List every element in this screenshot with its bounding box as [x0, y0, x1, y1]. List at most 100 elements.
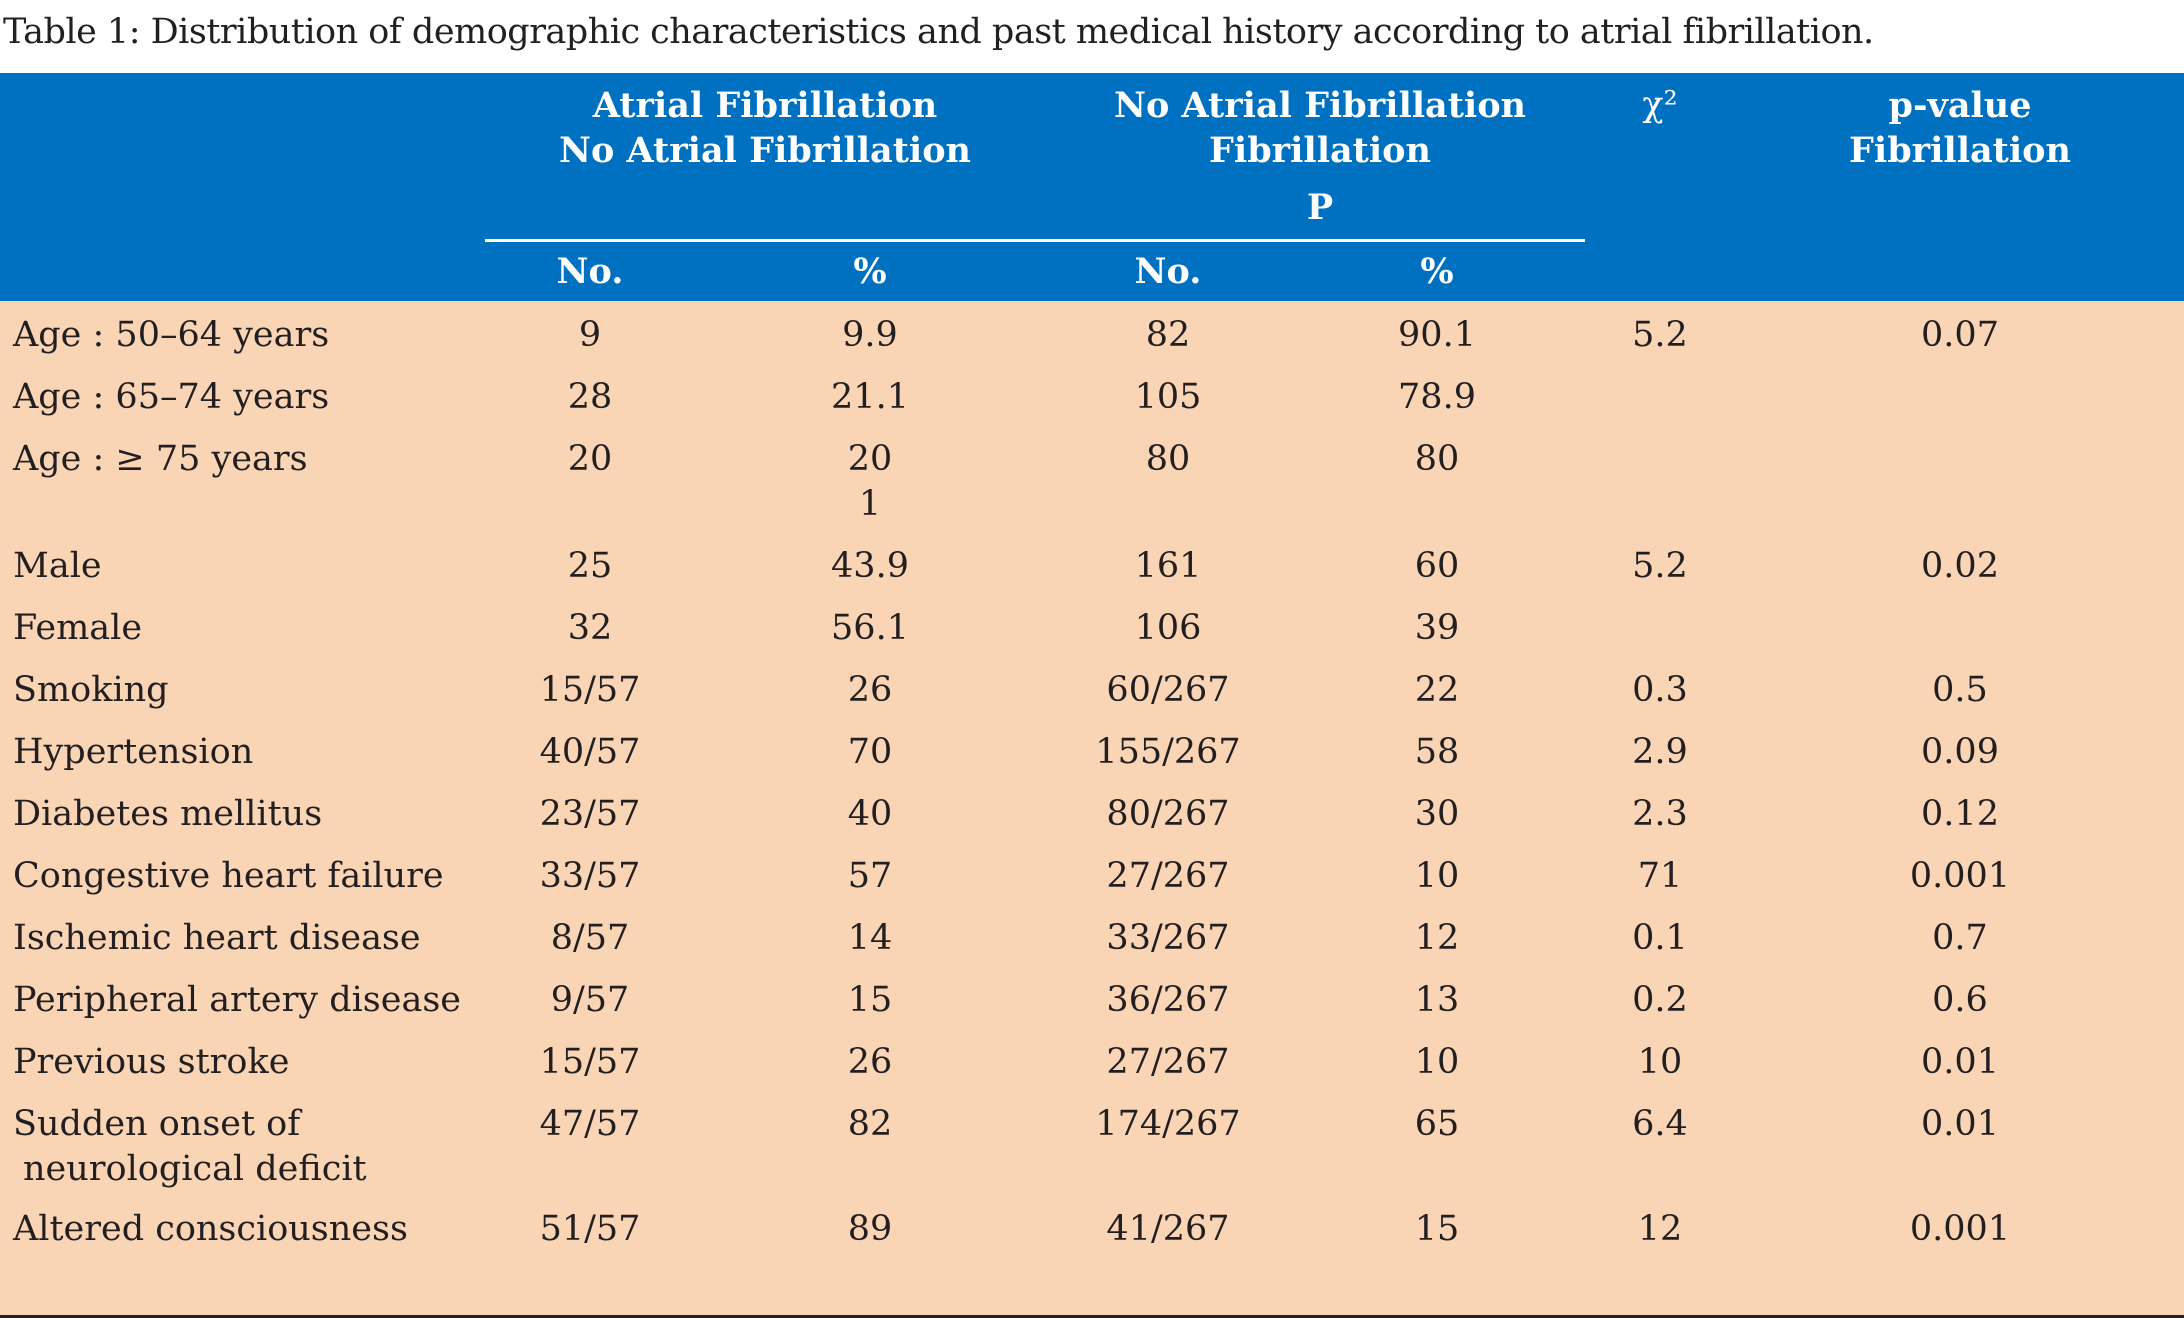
header-naf-no: No.	[1134, 251, 1202, 292]
af-count: 15/57	[539, 1042, 641, 1082]
chi-square-value: 5.2	[1632, 546, 1688, 586]
header-group-af: Atrial Fibrillation No Atrial Fibrillati…	[485, 83, 1045, 173]
p-value: 0.001	[1909, 856, 2011, 896]
header-divider	[485, 239, 1585, 242]
header-group-af-line2: No Atrial Fibrillation	[558, 130, 971, 171]
af-percent: 89	[847, 1209, 893, 1249]
af-count: 9	[578, 315, 602, 355]
no-af-percent: 39	[1414, 608, 1460, 648]
p-value: 0.07	[1921, 315, 1999, 355]
no-af-count: 155/267	[1095, 732, 1241, 772]
af-percent: 20 1	[720, 437, 1020, 527]
header-group-naf: No Atrial Fibrillation Fibrillation P	[1060, 83, 1580, 230]
no-af-count: 60/267	[1106, 670, 1230, 710]
p-value: 0.5	[1932, 670, 1988, 710]
row-label: Sudden onset of neurological deficit	[13, 1102, 367, 1192]
p-value: 0.12	[1921, 794, 1999, 834]
no-af-percent: 13	[1414, 980, 1460, 1020]
row-label-line1: Sudden onset of	[13, 1104, 301, 1144]
header-p-value: p-value Fibrillation	[1800, 83, 2120, 173]
no-af-percent: 58	[1414, 732, 1460, 772]
row-label: Age : 50–64 years	[13, 315, 330, 355]
af-percent: 26	[847, 670, 893, 710]
row-label: Hypertension	[13, 732, 254, 772]
no-af-count: 27/267	[1106, 1042, 1230, 1082]
header-naf-pct: %	[1420, 251, 1454, 292]
row-label: Ischemic heart disease	[13, 918, 421, 958]
af-percent: 40	[847, 794, 893, 834]
af-percent: 9.9	[842, 315, 898, 355]
no-af-percent: 60	[1414, 546, 1460, 586]
af-count: 25	[567, 546, 613, 586]
header-af-pct: %	[853, 251, 887, 292]
no-af-count: 161	[1134, 546, 1202, 586]
chi-square-value: 5.2	[1632, 315, 1688, 355]
af-count: 33/57	[539, 856, 641, 896]
header-group-naf-line3: P	[1306, 187, 1334, 228]
no-af-count: 41/267	[1106, 1209, 1230, 1249]
no-af-percent: 10	[1414, 856, 1460, 896]
row-label: Age : ≥ 75 years	[13, 439, 308, 479]
row-label: Male	[13, 546, 102, 586]
p-value: 0.09	[1921, 732, 1999, 772]
af-count: 15/57	[539, 670, 641, 710]
no-af-count: 33/267	[1106, 918, 1230, 958]
row-label: Congestive heart failure	[13, 856, 444, 896]
no-af-percent: 90.1	[1398, 315, 1476, 355]
chi-square-value: 2.9	[1632, 732, 1688, 772]
table-body: Age : 50–64 years 9 9.9 82 90.1 5.2 0.07…	[0, 301, 2184, 1318]
chi-square-value: 10	[1637, 1042, 1683, 1082]
row-label: Female	[13, 608, 143, 648]
row-label: Previous stroke	[13, 1042, 290, 1082]
chi-square-value: 71	[1637, 856, 1683, 896]
p-value: 0.02	[1921, 546, 1999, 586]
row-label: Peripheral artery disease	[13, 980, 462, 1020]
table-header: Atrial Fibrillation No Atrial Fibrillati…	[0, 73, 2184, 301]
af-percent: 70	[847, 732, 893, 772]
af-percent: 57	[847, 856, 893, 896]
no-af-count: 82	[1145, 315, 1191, 355]
no-af-count: 80	[1145, 439, 1191, 479]
p-value: 0.7	[1932, 918, 1988, 958]
row-label: Altered consciousness	[13, 1209, 408, 1249]
row-label: Age : 65–74 years	[13, 377, 330, 417]
af-percent: 21.1	[831, 377, 909, 417]
header-group-af-line1: Atrial Fibrillation	[592, 85, 938, 126]
af-count: 9/57	[550, 980, 630, 1020]
af-count: 40/57	[539, 732, 641, 772]
row-label: Diabetes mellitus	[13, 794, 323, 834]
af-count: 47/57	[539, 1104, 641, 1144]
table-caption: Table 1: Distribution of demographic cha…	[3, 12, 1874, 52]
p-value: 0.01	[1921, 1042, 1999, 1082]
af-count: 23/57	[539, 794, 641, 834]
no-af-count: 174/267	[1095, 1104, 1241, 1144]
row-label: Smoking	[13, 670, 169, 710]
header-chi-square: χ²	[1642, 85, 1678, 125]
chi-square-value: 0.2	[1632, 980, 1688, 1020]
header-p-value-line2: Fibrillation	[1849, 130, 2071, 171]
no-af-percent: 10	[1414, 1042, 1460, 1082]
af-count: 51/57	[539, 1209, 641, 1249]
af-percent-extra: 1	[858, 484, 882, 524]
no-af-percent: 12	[1414, 918, 1460, 958]
no-af-count: 106	[1134, 608, 1202, 648]
af-percent: 82	[847, 1104, 893, 1144]
chi-square-value: 6.4	[1632, 1104, 1688, 1144]
header-p-value-line1: p-value	[1888, 85, 2032, 126]
af-percent: 15	[847, 980, 893, 1020]
af-percent: 14	[847, 918, 893, 958]
no-af-percent: 22	[1414, 670, 1460, 710]
af-percent: 43.9	[831, 546, 909, 586]
af-percent: 56.1	[831, 608, 909, 648]
af-percent: 26	[847, 1042, 893, 1082]
no-af-percent: 15	[1414, 1209, 1460, 1249]
af-count: 20	[567, 439, 613, 479]
no-af-percent: 80	[1414, 439, 1460, 479]
chi-square-value: 12	[1637, 1209, 1683, 1249]
p-value: 0.01	[1921, 1104, 1999, 1144]
header-group-naf-line1: No Atrial Fibrillation	[1113, 85, 1526, 126]
data-table: Atrial Fibrillation No Atrial Fibrillati…	[0, 73, 2184, 1318]
header-af-no: No.	[556, 251, 624, 292]
header-group-naf-line2: Fibrillation	[1209, 130, 1431, 171]
af-count: 8/57	[550, 918, 630, 958]
